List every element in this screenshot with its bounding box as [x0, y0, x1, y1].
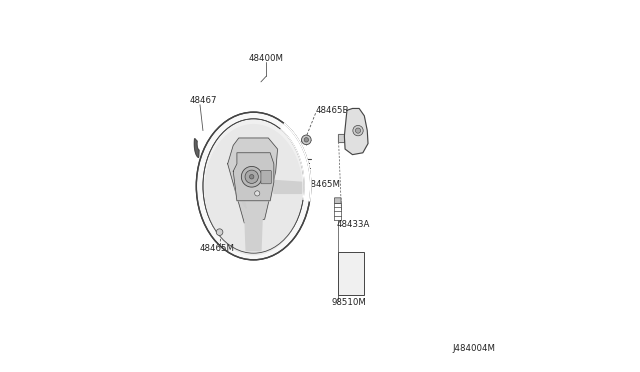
Polygon shape: [281, 124, 311, 201]
Circle shape: [241, 166, 262, 187]
Circle shape: [216, 229, 223, 235]
Text: 48465M: 48465M: [306, 180, 341, 189]
Polygon shape: [195, 139, 199, 157]
Text: 48433A: 48433A: [336, 220, 370, 229]
Circle shape: [255, 191, 260, 196]
Ellipse shape: [196, 112, 311, 260]
Polygon shape: [339, 134, 344, 142]
Polygon shape: [228, 138, 278, 223]
Ellipse shape: [204, 124, 303, 256]
Text: J484004M: J484004M: [452, 344, 495, 353]
Text: 48467: 48467: [190, 96, 218, 105]
Polygon shape: [237, 177, 246, 208]
Circle shape: [301, 135, 311, 145]
Polygon shape: [244, 201, 263, 251]
Polygon shape: [344, 109, 368, 155]
Text: 98510M: 98510M: [331, 298, 366, 307]
Circle shape: [355, 128, 360, 133]
Polygon shape: [233, 153, 274, 201]
Bar: [338, 253, 364, 295]
Circle shape: [250, 174, 254, 179]
Polygon shape: [274, 180, 301, 193]
Text: 48465B: 48465B: [316, 106, 349, 115]
Text: 48465M: 48465M: [200, 244, 235, 253]
FancyBboxPatch shape: [261, 170, 271, 184]
Circle shape: [353, 125, 363, 136]
Circle shape: [245, 170, 259, 183]
Text: 48400M: 48400M: [249, 54, 284, 63]
Ellipse shape: [203, 119, 304, 253]
Circle shape: [304, 138, 308, 142]
FancyBboxPatch shape: [334, 198, 341, 203]
